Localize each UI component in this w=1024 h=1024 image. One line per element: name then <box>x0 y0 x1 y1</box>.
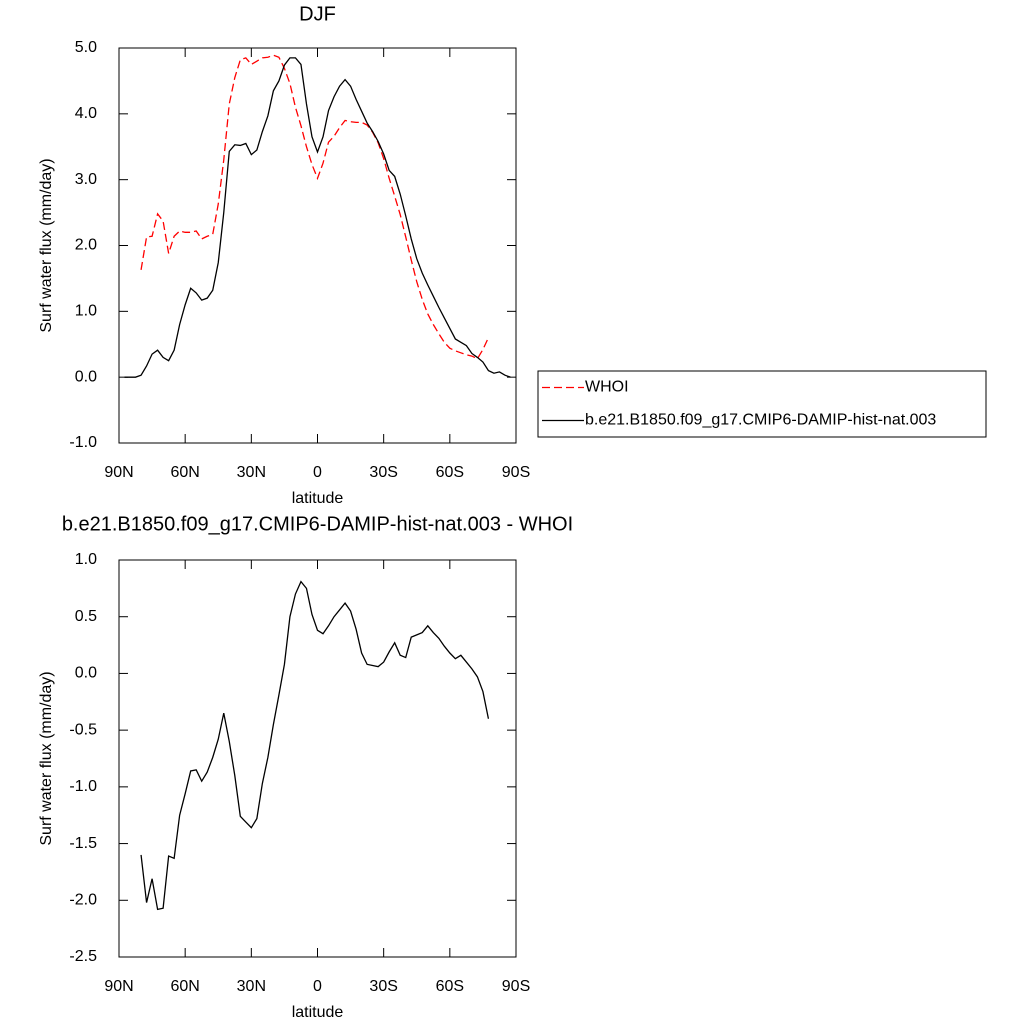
x-tick-label: 60N <box>170 978 199 995</box>
x-axis-label: latitude <box>292 1004 344 1021</box>
x-tick-label: 90S <box>502 464 530 481</box>
x-tick-label: 30N <box>237 464 266 481</box>
data-line <box>140 580 490 911</box>
data-line <box>124 57 511 378</box>
chart-title: DJF <box>299 3 336 25</box>
y-tick-label: -2.0 <box>69 892 97 909</box>
legend-box <box>537 370 987 438</box>
y-tick-label: 1.0 <box>75 551 97 568</box>
y-axis-label: Surf water flux (mm/day) <box>38 158 55 332</box>
x-tick-label: 30S <box>369 464 397 481</box>
legend-label: b.e21.B1850.f09_g17.CMIP6-DAMIP-hist-nat… <box>585 412 936 429</box>
data-line <box>140 54 490 360</box>
x-tick-label: 90N <box>104 978 133 995</box>
y-tick-label: 5.0 <box>75 39 97 56</box>
x-tick-label: 0 <box>313 978 322 995</box>
x-tick-label: 60S <box>436 978 464 995</box>
y-tick-label: 0.0 <box>75 368 97 385</box>
y-tick-label: 4.0 <box>75 105 97 122</box>
x-tick-label: 60S <box>436 464 464 481</box>
y-tick-label: 0.0 <box>75 665 97 682</box>
x-tick-label: 60N <box>170 464 199 481</box>
y-tick-label: -0.5 <box>69 721 97 738</box>
x-axis-label: latitude <box>292 490 344 507</box>
y-tick-label: 2.0 <box>75 237 97 254</box>
x-tick-label: 30S <box>369 978 397 995</box>
y-tick-label: -1.5 <box>69 835 97 852</box>
y-tick-label: -2.5 <box>69 948 97 965</box>
x-tick-label: 0 <box>313 464 322 481</box>
y-axis-label: Surf water flux (mm/day) <box>38 671 55 845</box>
y-tick-label: 3.0 <box>75 171 97 188</box>
x-tick-label: 90N <box>104 464 133 481</box>
y-tick-label: 0.5 <box>75 608 97 625</box>
legend-label: WHOI <box>585 379 629 396</box>
y-tick-label: -1.0 <box>69 778 97 795</box>
y-tick-label: 1.0 <box>75 303 97 320</box>
y-tick-label: -1.0 <box>69 434 97 451</box>
plot-frame <box>118 559 517 958</box>
plot-frame <box>118 47 517 444</box>
x-tick-label: 90S <box>502 978 530 995</box>
chart-title: b.e21.B1850.f09_g17.CMIP6-DAMIP-hist-nat… <box>62 513 573 535</box>
x-tick-label: 30N <box>237 978 266 995</box>
